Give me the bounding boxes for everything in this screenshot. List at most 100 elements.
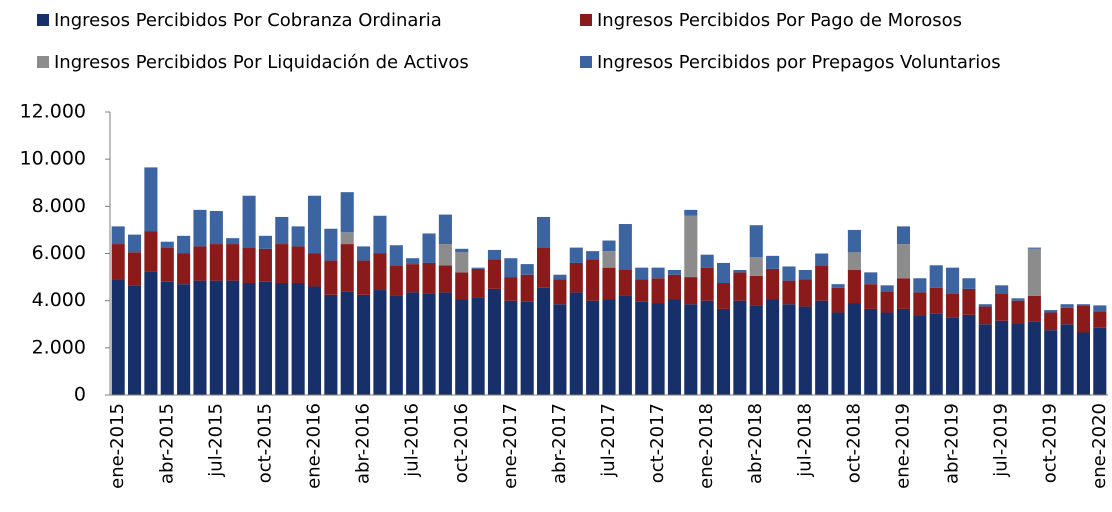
bar-segment	[978, 306, 992, 325]
x-tick-label: abr-2015	[156, 403, 177, 484]
bar-segment	[127, 285, 142, 395]
bar-segment	[242, 247, 256, 283]
bar-segment	[307, 195, 322, 254]
x-tick-label: ene-2017	[500, 403, 521, 489]
bar-segment	[357, 246, 371, 261]
bar-segment	[455, 299, 469, 395]
bar-segment	[160, 247, 174, 282]
bar-segment	[177, 253, 191, 285]
x-tick-label: jul-2019	[991, 403, 1012, 478]
bar-segment	[357, 294, 371, 395]
bar-segment	[177, 235, 191, 254]
bar-segment	[995, 293, 1009, 321]
bar-segment	[896, 308, 911, 395]
bar-segment	[209, 211, 223, 245]
x-tick-label: jul-2018	[794, 403, 815, 478]
y-tick-label: 2.000	[32, 336, 86, 358]
bar-segment	[864, 308, 878, 395]
bar-segment	[1060, 307, 1074, 325]
bar-segment	[569, 247, 583, 263]
bar-segment	[815, 265, 829, 301]
x-tick-label: ene-2016	[304, 403, 325, 489]
x-tick-label: abr-2016	[353, 403, 374, 484]
bar-segment	[1060, 324, 1074, 395]
bar-segment	[700, 267, 714, 301]
bar-segment	[520, 301, 534, 395]
bar-segment	[209, 280, 223, 395]
bar-segment	[700, 254, 714, 268]
bar-segment	[1027, 321, 1041, 395]
bar-segment	[864, 284, 878, 309]
bar-segment	[438, 244, 452, 266]
bar-segment	[144, 231, 158, 272]
bar-segment	[684, 209, 698, 216]
bar-segment	[733, 272, 747, 301]
bar-segment	[847, 303, 861, 395]
x-tick-label: abr-2017	[549, 403, 570, 484]
bar-segment	[504, 300, 518, 395]
bar-segment	[602, 240, 616, 252]
bar-segment	[324, 294, 338, 395]
bar-segment	[177, 284, 191, 395]
bar-segment	[766, 255, 780, 269]
x-tick-label: abr-2019	[942, 403, 963, 484]
bar-segment	[111, 244, 125, 280]
x-tick-label: jul-2017	[598, 403, 619, 478]
bar-segment	[569, 262, 583, 293]
bar-segment	[389, 265, 403, 296]
bar-segment	[667, 274, 681, 300]
bar-segment	[111, 279, 125, 395]
bar-segment	[831, 312, 845, 395]
bar-segment	[553, 279, 567, 305]
bar-segment	[193, 246, 207, 281]
bar-segment	[553, 304, 567, 395]
legend-swatch	[37, 14, 49, 26]
bar-segment	[1093, 305, 1107, 312]
bar-segment	[487, 288, 502, 395]
bar-segment	[618, 295, 632, 395]
legend-swatch	[580, 56, 592, 68]
bar-segment	[160, 241, 174, 248]
bar-segment	[406, 264, 420, 293]
bar-segment	[226, 238, 240, 245]
bar-segment	[716, 262, 731, 283]
bar-segment	[275, 282, 289, 395]
x-tick-label: oct-2017	[647, 403, 668, 483]
bar-segment	[127, 234, 142, 253]
bar-segment	[766, 268, 780, 300]
x-tick-label: oct-2016	[451, 403, 472, 483]
x-tick-label: jul-2016	[402, 403, 423, 478]
bar-segment	[946, 267, 960, 294]
bar-segment	[520, 274, 534, 302]
bar-segment	[946, 317, 960, 395]
bar-segment	[111, 226, 125, 245]
bar-segment	[193, 280, 207, 395]
bar-segment	[586, 259, 600, 301]
bar-segment	[880, 285, 894, 292]
bar-segment	[847, 270, 861, 304]
bar-segment	[455, 252, 469, 273]
bar-segment	[242, 195, 256, 248]
bar-segment	[782, 266, 796, 281]
bar-segment	[716, 282, 731, 309]
bar-segment	[716, 308, 731, 395]
y-tick-label: 10.000	[20, 148, 86, 170]
bar-segment	[406, 258, 420, 265]
bar-segment	[749, 275, 763, 306]
bar-segment	[995, 285, 1009, 294]
bar-segment	[471, 297, 485, 395]
bar-segment	[160, 281, 174, 395]
bar-segment	[946, 293, 960, 318]
bar-segment	[275, 244, 289, 283]
bar-segment	[749, 225, 763, 258]
bar-segment	[929, 313, 943, 395]
legend-label: Ingresos Percibidos por Prepagos Volunta…	[597, 52, 1001, 73]
legend-label: Ingresos Percibidos Por Cobranza Ordinar…	[54, 10, 442, 31]
bar-segment	[962, 278, 976, 289]
bar-segment	[1011, 300, 1025, 324]
bar-segment	[798, 306, 812, 395]
bar-segment	[651, 267, 665, 279]
bar-segment	[1076, 304, 1091, 306]
bar-segment	[144, 167, 158, 232]
